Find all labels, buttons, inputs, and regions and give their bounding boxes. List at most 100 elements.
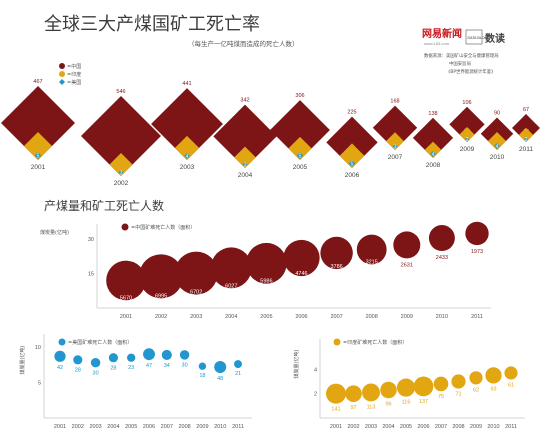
bubble-point — [108, 353, 118, 363]
india-value-label: 18 — [523, 129, 529, 135]
bubble-value-label: 137 — [419, 399, 428, 405]
india-diamond — [518, 127, 534, 142]
china-output-deaths-chart: 15 30 煤炭量(亿吨) =中国矿难死亡人数（面积） 5670 2001 6995 2002… — [40, 221, 491, 320]
x-tick-label: 2008 — [452, 424, 464, 430]
legend-swatch-india — [59, 71, 65, 77]
year-label: 2009 — [460, 146, 475, 153]
x-tick-label: 2005 — [125, 424, 137, 430]
bubble-value-label: 4746 — [295, 271, 307, 277]
bubble-value-label: 97 — [350, 405, 356, 411]
usa-diamond — [523, 137, 529, 142]
india-value-label: 47 — [118, 158, 124, 164]
x-tick-label: 2003 — [89, 424, 101, 430]
usa-value-label: 5 — [351, 162, 354, 168]
bubble-value-label: 6995 — [155, 293, 167, 299]
bubble-value-label: 6702 — [190, 290, 202, 296]
bubble-value-label: 48 — [217, 376, 223, 382]
bubble-value-label: 96 — [385, 401, 391, 407]
year-label: 2011 — [519, 146, 533, 153]
bubble-point — [198, 362, 207, 370]
bubble-value-label: 93 — [490, 387, 496, 393]
china-diamond — [81, 96, 161, 176]
india-value-label: 54 — [349, 149, 355, 155]
x-tick-label: 2011 — [471, 314, 483, 320]
brand-url: www.163.com — [424, 41, 450, 46]
y-tick-label: 5 — [38, 381, 41, 387]
bubble-point — [214, 360, 227, 373]
bubble-point — [362, 383, 380, 402]
x-tick-label: 2004 — [225, 314, 237, 320]
x-tick-label: 2004 — [107, 424, 119, 430]
china-value-label: 168 — [390, 99, 399, 105]
china-diamond — [449, 106, 485, 142]
usa-output-deaths-chart: 5 10 煤炭量(亿吨) =美国矿难死亡人数（面积） 42 2001 28 2002 30 200… — [19, 334, 252, 430]
year-label: 2010 — [490, 154, 505, 161]
bubble-value-label: 23 — [128, 365, 134, 371]
x-tick-label: 2001 — [120, 314, 132, 320]
usa-diamond — [118, 170, 124, 176]
usa-value-label: 4 — [186, 154, 189, 160]
india-output-deaths-chart: 2 4 煤炭量(亿吨) =印度矿难死亡人数（面积） 141 2001 97 2002 113 20… — [293, 338, 525, 430]
bubble-point — [161, 349, 172, 360]
bubble-point — [143, 348, 155, 361]
legend-label: =中国矿难死亡人数（面积） — [131, 224, 195, 231]
bubble-value-label: 62 — [473, 387, 479, 393]
x-tick-label: 2008 — [178, 424, 190, 430]
brand-badge: DATA BLOG — [468, 36, 488, 40]
x-tick-label: 2001 — [54, 424, 66, 430]
bubble-point — [433, 376, 449, 392]
page-subtitle: （每生产一亿吨煤而造成的死亡人数） — [188, 39, 299, 48]
y-tick-label: 4 — [314, 367, 317, 373]
bubble-value-label: 28 — [110, 365, 116, 371]
diamond-legend: =中国=印度=美国 — [59, 63, 81, 86]
bubble-point — [210, 247, 252, 289]
usa-diamond — [296, 152, 304, 159]
china-value-label: 467 — [33, 79, 42, 85]
bubble-point — [90, 357, 101, 368]
bubble-value-label: 75 — [438, 394, 444, 400]
usa-value-label: 5 — [37, 154, 40, 160]
year-label: 2004 — [238, 172, 253, 179]
china-diamond — [151, 88, 223, 160]
china-value-label: 225 — [347, 110, 356, 116]
bubble-point — [73, 355, 83, 365]
x-tick-label: 2002 — [72, 424, 84, 430]
brand-badge-box — [465, 29, 483, 45]
bubble-point — [106, 260, 146, 301]
legend-label-usa: =美国 — [67, 79, 81, 86]
china-value-label: 546 — [116, 89, 125, 95]
india-diamond — [459, 127, 475, 142]
bubble-point — [127, 353, 136, 362]
year-label: 2006 — [345, 172, 360, 179]
bubble-point — [393, 231, 421, 259]
china-value-label: 306 — [295, 93, 304, 99]
bubble-value-label: 2631 — [401, 262, 413, 268]
usa-diamond — [464, 137, 470, 142]
x-tick-label: 2005 — [400, 424, 412, 430]
india-value-label: 52 — [184, 141, 190, 147]
x-tick-label: 2006 — [295, 314, 307, 320]
y-tick-label: 30 — [88, 237, 94, 243]
usa-diamond — [494, 143, 500, 149]
year-label: 2008 — [426, 162, 441, 169]
usa-diamond — [242, 162, 248, 168]
usa-value-label: 3 — [120, 171, 123, 177]
bubble-point — [380, 381, 397, 399]
x-tick-label: 2010 — [487, 424, 499, 430]
bubble-value-label: 42 — [57, 365, 63, 371]
legend-label: =印度矿难死亡人数（面积） — [343, 339, 407, 346]
china-value-label: 90 — [494, 111, 500, 117]
year-label: 2002 — [114, 180, 129, 187]
bubble-value-label: 1973 — [471, 249, 483, 255]
y-axis-label: 煤炭量(亿吨) — [19, 346, 26, 375]
usa-diamond — [430, 151, 436, 157]
usa-diamond — [184, 153, 190, 159]
x-tick-label: 2003 — [190, 314, 202, 320]
bubble-point — [356, 234, 387, 265]
x-tick-label: 2008 — [366, 314, 378, 320]
legend-swatch-china — [59, 63, 65, 69]
bubble-value-label: 34 — [164, 363, 170, 369]
x-tick-label: 2004 — [382, 424, 394, 430]
bubble-point — [345, 385, 362, 402]
